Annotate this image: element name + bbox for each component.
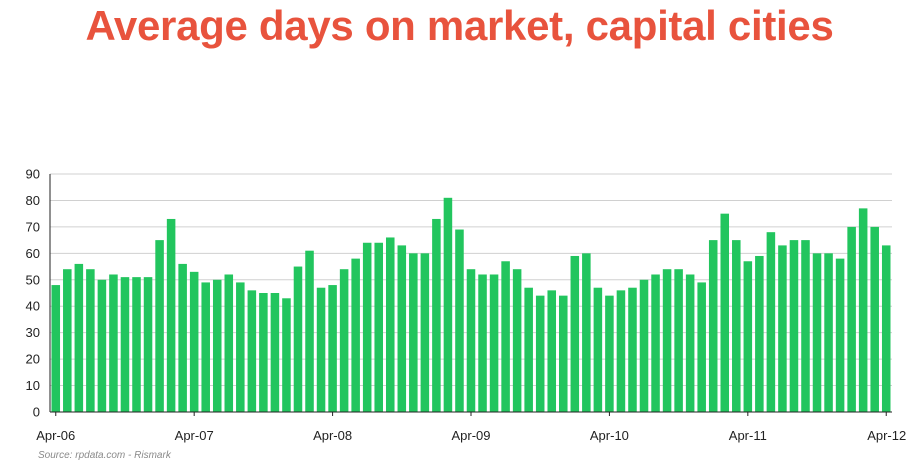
bar bbox=[478, 274, 487, 412]
bar bbox=[97, 279, 107, 412]
y-tick-label: 70 bbox=[26, 219, 40, 234]
bar bbox=[708, 240, 718, 412]
bar bbox=[824, 253, 833, 412]
y-tick-label: 80 bbox=[26, 193, 40, 208]
bar bbox=[789, 240, 799, 412]
bar bbox=[212, 279, 222, 412]
bar bbox=[132, 277, 141, 412]
x-tick-label: Apr-07 bbox=[175, 428, 214, 443]
x-tick-label: Apr-09 bbox=[451, 428, 490, 443]
x-tick-label: Apr-11 bbox=[729, 428, 767, 443]
x-tick-label: Apr-10 bbox=[590, 428, 629, 443]
bar bbox=[559, 295, 568, 412]
bar bbox=[524, 287, 533, 412]
bar bbox=[570, 255, 580, 412]
bar bbox=[236, 282, 245, 412]
y-tick-label: 30 bbox=[26, 325, 40, 340]
bar bbox=[374, 242, 383, 412]
bar bbox=[639, 279, 649, 412]
bar bbox=[74, 263, 84, 412]
bar bbox=[109, 274, 118, 412]
bar bbox=[120, 277, 130, 412]
bar bbox=[662, 269, 672, 412]
bar bbox=[605, 295, 614, 412]
y-tick-label: 60 bbox=[26, 246, 40, 261]
bar bbox=[63, 269, 72, 412]
bar bbox=[385, 237, 395, 412]
bar bbox=[247, 290, 257, 412]
source-note: Source: rpdata.com - Rismark bbox=[38, 450, 171, 461]
bar bbox=[316, 287, 326, 412]
bar bbox=[443, 197, 453, 412]
bar bbox=[51, 285, 61, 412]
bar bbox=[547, 290, 557, 412]
y-tick-label: 20 bbox=[26, 352, 40, 367]
bar bbox=[651, 274, 660, 412]
y-axis-ticks: 0 10 20 30 40 50 60 70 80 90 bbox=[26, 167, 40, 420]
bar bbox=[178, 263, 187, 412]
bar bbox=[685, 274, 695, 412]
bar bbox=[455, 229, 464, 412]
bar bbox=[512, 269, 522, 412]
bar bbox=[501, 261, 510, 412]
bar bbox=[697, 282, 706, 412]
bar bbox=[858, 208, 868, 412]
y-tick-label: 40 bbox=[26, 299, 40, 314]
bar bbox=[328, 285, 337, 412]
y-tick-label: 10 bbox=[26, 378, 40, 393]
bar bbox=[189, 271, 199, 412]
bar bbox=[674, 269, 683, 412]
bar bbox=[224, 274, 234, 412]
bar bbox=[305, 250, 314, 412]
y-tick-label: 0 bbox=[33, 405, 40, 420]
bar bbox=[466, 269, 476, 412]
bar bbox=[143, 277, 153, 412]
bar bbox=[420, 253, 430, 412]
bar bbox=[432, 218, 441, 412]
bar bbox=[409, 253, 418, 412]
bar bbox=[732, 240, 741, 412]
bar bbox=[755, 255, 764, 412]
bar bbox=[282, 298, 291, 412]
bar bbox=[293, 266, 303, 412]
bar bbox=[582, 253, 591, 412]
bar bbox=[166, 218, 176, 412]
bar-series bbox=[51, 197, 891, 412]
bar bbox=[628, 287, 637, 412]
y-tick-label: 90 bbox=[26, 167, 40, 182]
bar bbox=[766, 232, 776, 412]
bar bbox=[778, 245, 787, 412]
bar bbox=[489, 274, 499, 412]
bar bbox=[535, 295, 545, 412]
bar bbox=[835, 258, 845, 412]
bar bbox=[397, 245, 407, 412]
bar bbox=[351, 258, 360, 412]
x-tick-label: Apr-12 bbox=[867, 428, 906, 443]
bar bbox=[155, 240, 164, 412]
bar bbox=[259, 293, 268, 412]
bar bbox=[270, 293, 280, 412]
x-tick-label: Apr-08 bbox=[313, 428, 352, 443]
x-axis-ticks: Apr-06 Apr-07 Apr-08 Apr-09 Apr-10 Apr-11 Apr-… bbox=[36, 412, 906, 443]
x-tick-label: Apr-06 bbox=[36, 428, 75, 443]
bar bbox=[801, 240, 810, 412]
bar bbox=[812, 253, 822, 412]
bar bbox=[86, 269, 95, 412]
bar bbox=[339, 269, 349, 412]
bar bbox=[720, 213, 730, 412]
bar bbox=[593, 287, 603, 412]
bar bbox=[362, 242, 372, 412]
bar bbox=[870, 226, 879, 412]
bar bbox=[616, 290, 626, 412]
chart-title: Average days on market, capital cities bbox=[85, 2, 834, 49]
bar bbox=[847, 226, 856, 412]
bar bbox=[743, 261, 753, 412]
y-tick-label: 50 bbox=[26, 272, 40, 287]
bar bbox=[881, 245, 891, 412]
bar bbox=[201, 282, 210, 412]
